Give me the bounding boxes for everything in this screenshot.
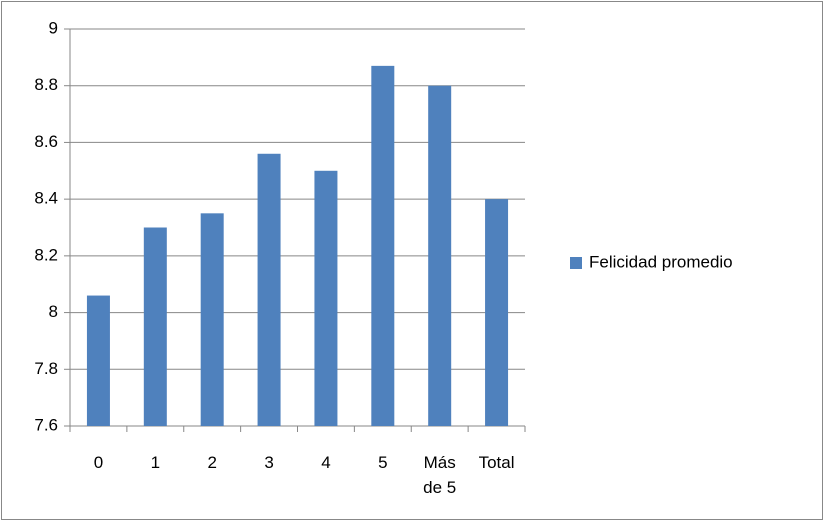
bar (200, 213, 224, 426)
x-tick-label: Más de 5 (423, 453, 457, 497)
bar (86, 295, 110, 426)
bar (314, 170, 338, 426)
legend-label: Felicidad promedio (589, 252, 733, 271)
legend-swatch (570, 257, 582, 269)
x-tick-label: 2 (207, 453, 217, 472)
x-tick-label: 4 (321, 453, 331, 472)
y-tick-label: 7.8 (34, 359, 58, 378)
bar (371, 65, 395, 426)
y-tick-label: 8.6 (34, 132, 58, 151)
x-tick-label: 0 (93, 453, 104, 472)
bar (485, 199, 509, 426)
x-tick-label: Total (478, 453, 515, 472)
y-tick-label: 8.2 (34, 245, 58, 264)
x-tick-label: 3 (264, 453, 274, 472)
y-tick-label: 8.8 (34, 75, 58, 94)
y-tick-label: 8.4 (34, 189, 58, 208)
y-tick-label: 9 (49, 18, 58, 37)
bar (428, 85, 452, 426)
bar (257, 153, 281, 426)
y-tick-label: 8 (49, 302, 58, 321)
bar (143, 227, 167, 426)
y-tick-label: 7.6 (34, 415, 58, 434)
x-tick-label: 1 (150, 453, 161, 472)
x-tick-label: 5 (378, 453, 388, 472)
